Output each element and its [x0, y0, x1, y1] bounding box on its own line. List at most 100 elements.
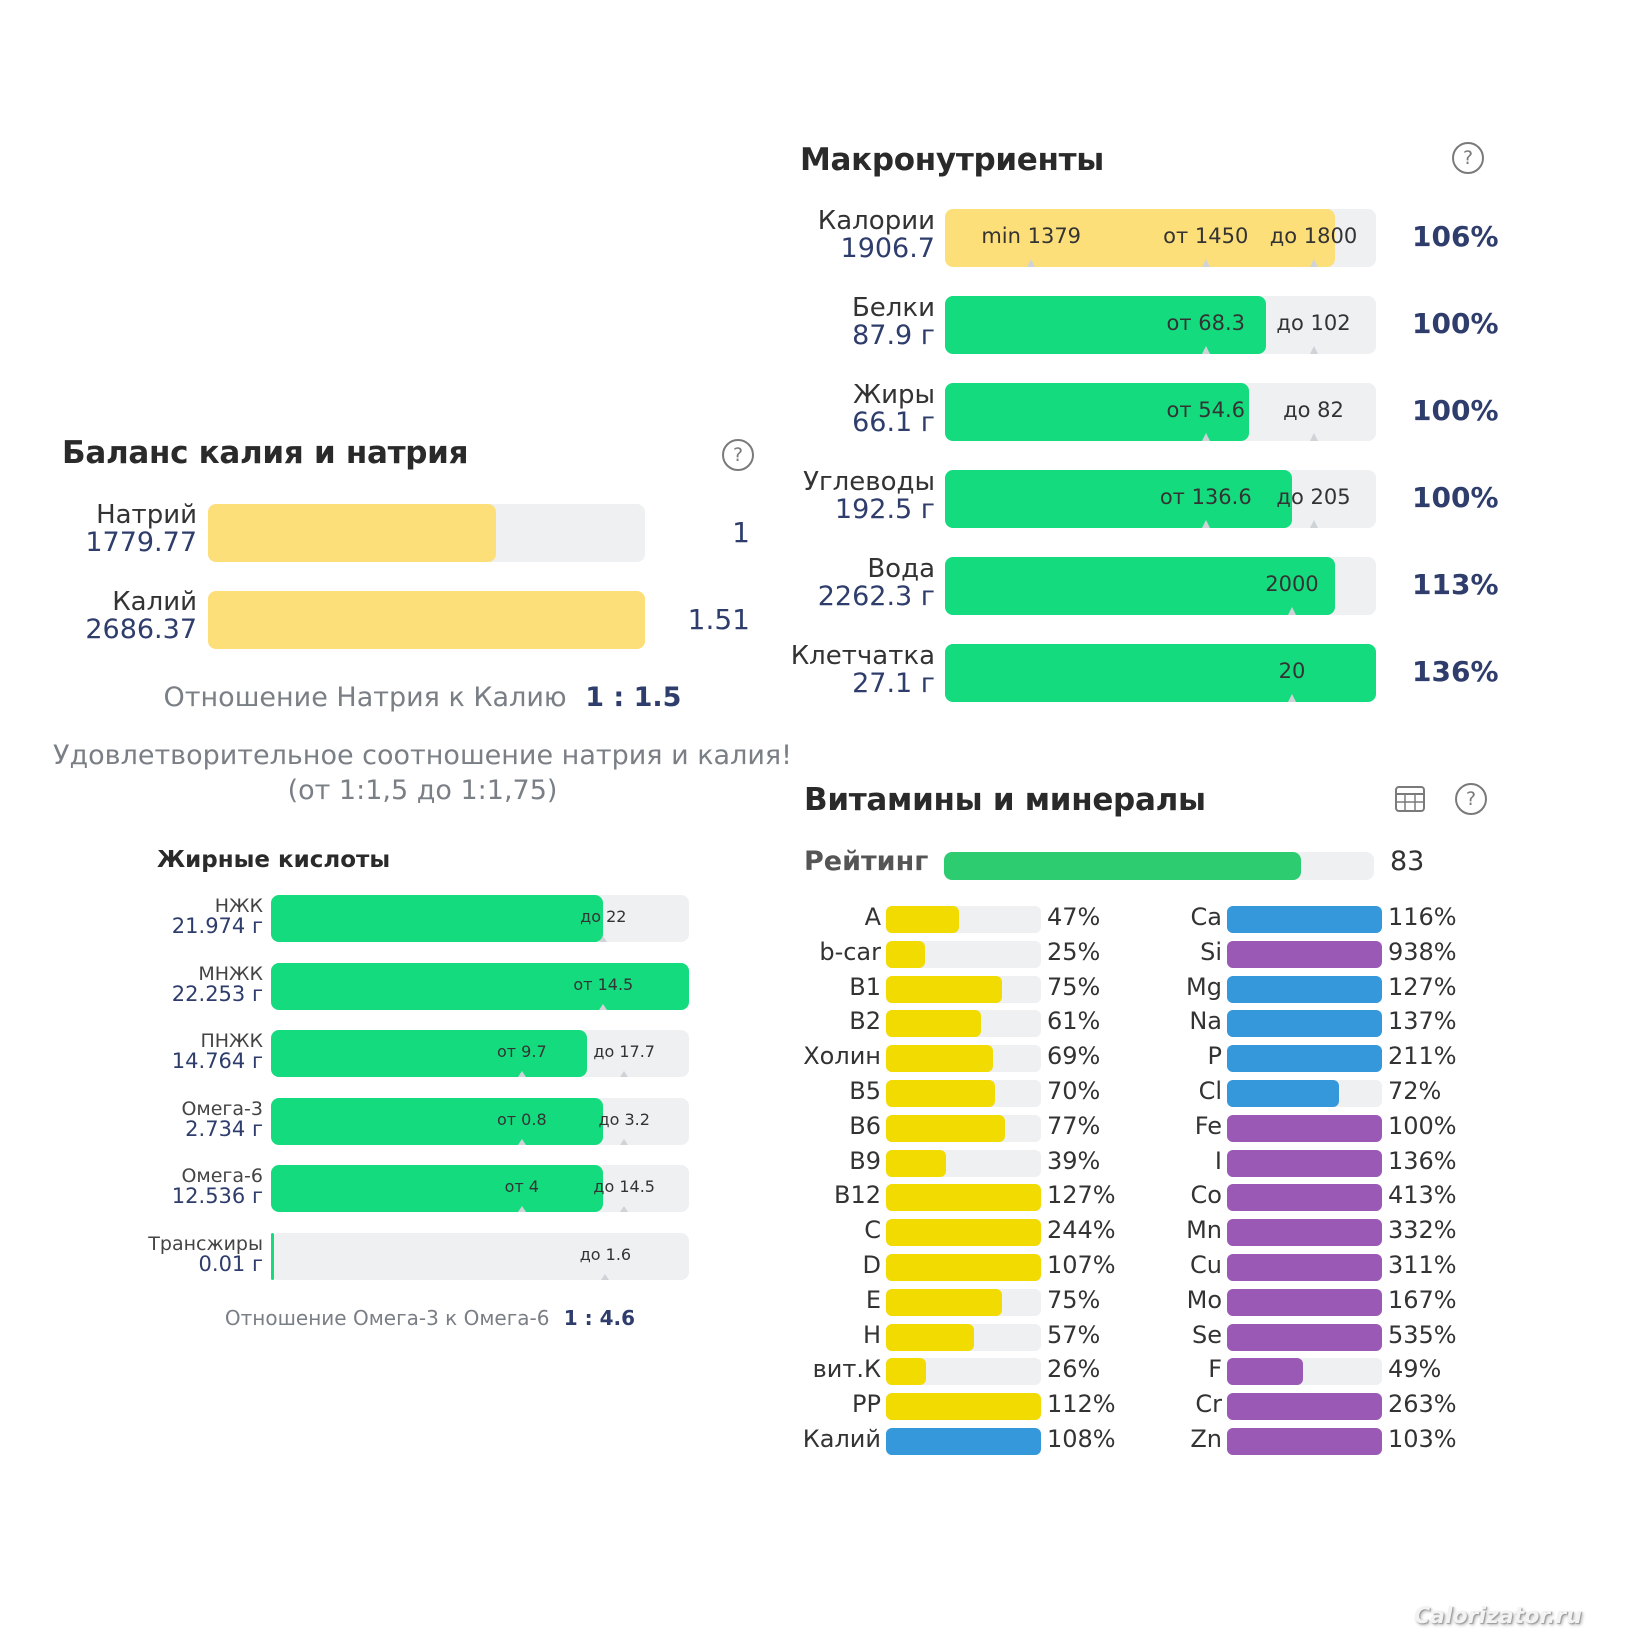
vitamins-help-icon[interactable]: ? — [1455, 783, 1487, 815]
mineral-bar-fill — [208, 504, 497, 562]
fatty-acid-bar-fill — [271, 1165, 604, 1212]
fatty-acid-bar: от 14.5 — [271, 962, 689, 1010]
fatty-acid-bar-fill — [271, 895, 604, 942]
macro-percent: 136% — [1412, 655, 1499, 688]
macro-name-block: Вода 2262.3 г — [780, 555, 935, 613]
ratio-value: 1 : 1.5 — [585, 682, 682, 713]
nutrient-bar-fill — [1227, 1080, 1339, 1107]
fatty-acid-marker-label: до 17.7 — [593, 1042, 655, 1061]
nutrient-percent: 25% — [1047, 937, 1101, 966]
fatty-acid-bar-fill — [271, 1232, 274, 1280]
nutrient-name: Si — [1200, 937, 1222, 966]
macro-bar: min 1379 от 1450 до 1800 — [945, 209, 1376, 267]
nutrient-bar — [1227, 1080, 1382, 1107]
nutrient-percent: 26% — [1047, 1355, 1101, 1384]
nutrient-bar — [886, 1149, 1041, 1177]
nutrient-bar — [1227, 1428, 1382, 1455]
fatty-acid-bar-fill — [271, 1097, 604, 1145]
nutrient-percent: 211% — [1388, 1042, 1457, 1071]
nutrient-percent: 70% — [1047, 1077, 1101, 1105]
macro-marker-tick — [1287, 607, 1296, 615]
nutrient-bar-fill — [1227, 1184, 1382, 1212]
nutrient-name: Na — [1189, 1007, 1222, 1036]
fatty-acid-name: Омега-6 — [181, 1165, 263, 1187]
ratio-message: Удовлетворительное соотношение натрия и … — [0, 738, 845, 808]
fatty-acid-name-block: Трансжиры 0.01 г — [120, 1234, 263, 1275]
nutrient-percent: 75% — [1047, 972, 1101, 1001]
nutrient-percent: 72% — [1388, 1077, 1442, 1105]
macro-marker-label: от 1450 — [1163, 224, 1249, 248]
fatty-acid-name: МНЖК — [198, 962, 263, 985]
fatty-acid-marker-label: до 14.5 — [593, 1177, 655, 1196]
macro-marker-label: до 82 — [1283, 398, 1344, 422]
nutrient-name: Zn — [1190, 1425, 1222, 1453]
nutrient-bar-fill — [886, 1254, 1041, 1281]
nutrient-bar — [1227, 1254, 1382, 1281]
macro-value: 87.9 г — [852, 320, 935, 352]
nutrient-bar — [886, 1428, 1041, 1455]
fatty-acid-marker-tick — [517, 1206, 526, 1212]
nutrient-bar-fill — [1227, 1045, 1382, 1073]
vitamins-minerals-title: Витамины и минералы — [804, 782, 1206, 818]
nutrient-name: PP — [852, 1390, 881, 1419]
nutrient-bar-fill — [886, 1288, 1003, 1316]
nutrient-percent: 39% — [1047, 1146, 1101, 1175]
nutrient-name: Калий — [802, 1425, 881, 1453]
nutrient-bar-fill — [1227, 1219, 1382, 1247]
macro-name-block: Белки 87.9 г — [780, 294, 935, 352]
fatty-acid-value: 2.734 г — [185, 1116, 263, 1141]
macro-value: 2262.3 г — [817, 581, 935, 613]
fatty-acid-marker-label: до 3.2 — [598, 1109, 650, 1129]
fatty-acid-bar-fill — [271, 962, 689, 1010]
macro-name-block: Клетчатка 27.1 г — [780, 642, 935, 699]
nutrient-percent: 49% — [1388, 1355, 1442, 1384]
fatty-acid-marker-label: до 1.6 — [579, 1244, 632, 1264]
nutrient-name: I — [1214, 1146, 1222, 1175]
nutrient-bar — [1227, 1323, 1382, 1351]
fatty-acid-bar: от 9.7 до 17.7 — [271, 1030, 689, 1077]
nutrient-bar-fill — [886, 906, 959, 933]
nutrient-name: H — [862, 1320, 881, 1349]
nutrient-bar-fill — [886, 1114, 1006, 1142]
ratio-message-line1: Удовлетворительное соотношение натрия и … — [53, 740, 792, 771]
fatty-acid-value: 12.536 г — [171, 1184, 263, 1208]
macro-marker-label: до 102 — [1276, 311, 1351, 335]
nutrient-name: Cl — [1198, 1077, 1222, 1105]
nutrient-percent: 535% — [1388, 1320, 1457, 1349]
nutrient-percent: 112% — [1047, 1390, 1116, 1419]
fatty-acid-value: 21.974 г — [171, 914, 263, 938]
ratio-message-line2: (от 1:1,5 до 1:1,75) — [287, 775, 558, 806]
macro-bar: от 68.3 до 102 — [945, 296, 1376, 354]
potassium-sodium-help-icon[interactable]: ? — [722, 439, 754, 471]
nutrient-bar — [886, 906, 1041, 933]
rating-bar — [944, 852, 1374, 880]
macro-value: 1906.7 — [840, 233, 935, 265]
fatty-acid-name: НЖК — [214, 895, 263, 917]
nutrient-percent: 244% — [1047, 1216, 1116, 1245]
nutrient-bar — [1227, 1010, 1382, 1038]
rating-label: Рейтинг — [804, 846, 929, 877]
nutrient-name: b-car — [819, 937, 881, 966]
fatty-acid-marker-tick — [620, 1206, 629, 1212]
nutrient-percent: 47% — [1047, 903, 1101, 931]
nutrient-name: D — [862, 1251, 881, 1279]
nutrient-percent: 103% — [1388, 1425, 1457, 1453]
fatty-acids-title: Жирные кислоты — [157, 847, 391, 873]
fatty-acid-marker-tick — [599, 1003, 608, 1010]
nutrient-name: B9 — [849, 1146, 881, 1175]
nutrient-bar-fill — [886, 1149, 947, 1177]
nutrient-bar — [1227, 1149, 1382, 1177]
nutrient-bar — [886, 1184, 1041, 1212]
mineral-name: Калий — [112, 587, 197, 617]
nutrient-percent: 311% — [1388, 1251, 1457, 1279]
omega-ratio-value: 1 : 4.6 — [563, 1306, 636, 1330]
nutrient-percent: 938% — [1388, 937, 1457, 966]
nutrient-bar — [886, 1010, 1041, 1038]
table-icon[interactable] — [1395, 786, 1425, 812]
macro-marker-tick — [1309, 520, 1318, 528]
macronutrients-help-icon[interactable]: ? — [1452, 142, 1484, 174]
nutrient-percent: 127% — [1388, 972, 1457, 1001]
nutrient-bar-fill — [1227, 1149, 1382, 1177]
macro-marker-label: от 136.6 — [1159, 485, 1252, 509]
nutrient-name: B5 — [849, 1077, 881, 1105]
